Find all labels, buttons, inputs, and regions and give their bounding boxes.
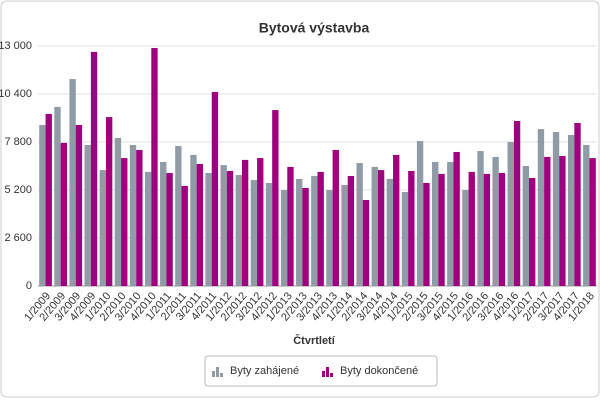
bar <box>438 173 445 286</box>
bar <box>326 190 333 286</box>
legend-item: Byty zahájené <box>212 365 299 377</box>
legend-swatch <box>220 373 223 377</box>
bar <box>311 175 318 286</box>
bar <box>492 156 499 286</box>
y-tick-label: 10 400 <box>0 88 32 100</box>
bar <box>280 190 288 286</box>
bar <box>362 199 370 286</box>
bar <box>559 156 566 286</box>
bar <box>129 144 137 286</box>
legend-swatch <box>330 373 333 377</box>
bar <box>114 137 122 286</box>
legend-label: Byty dokončené <box>340 365 418 377</box>
bar <box>393 154 400 286</box>
x-axis-title: Čtvrtletí <box>293 334 336 347</box>
bar <box>166 173 173 286</box>
bar <box>54 106 61 286</box>
bar <box>347 175 355 286</box>
legend <box>204 355 438 387</box>
bar <box>529 178 536 286</box>
bar <box>136 149 143 286</box>
bar <box>160 161 167 286</box>
bar <box>589 158 596 286</box>
legend-swatch <box>322 371 325 377</box>
bar <box>341 185 348 286</box>
bar <box>332 149 339 286</box>
y-tick-label: 0 <box>26 280 32 292</box>
bar <box>507 142 514 286</box>
bar <box>257 158 264 286</box>
bar <box>90 51 98 287</box>
bar <box>583 144 590 286</box>
bar <box>513 120 521 286</box>
bar <box>39 125 46 286</box>
bar <box>477 151 484 286</box>
bar <box>235 175 242 286</box>
bar <box>462 190 469 286</box>
bar <box>205 173 212 286</box>
bar <box>567 134 575 286</box>
bar <box>432 161 439 286</box>
bar <box>544 156 551 286</box>
y-tick-label: 13 000 <box>0 40 32 52</box>
bar <box>69 79 76 287</box>
bar <box>423 182 430 286</box>
bar <box>296 178 303 286</box>
bar <box>574 122 581 286</box>
bar <box>377 170 385 286</box>
bar <box>84 144 91 286</box>
bar <box>250 180 258 286</box>
bar <box>105 117 113 286</box>
bar <box>75 125 83 286</box>
legend-swatch <box>326 367 329 377</box>
bar <box>181 185 188 286</box>
bar <box>60 142 68 286</box>
bar <box>356 163 363 286</box>
bar <box>144 171 152 286</box>
bar <box>287 166 294 286</box>
bar <box>211 91 219 286</box>
bar <box>241 159 249 286</box>
y-tick-label: 2 600 <box>4 232 32 244</box>
bar <box>190 154 197 286</box>
bar <box>483 173 491 286</box>
bar <box>371 166 378 286</box>
bar <box>226 170 234 286</box>
bar <box>175 146 182 286</box>
bar <box>272 110 279 286</box>
bar <box>401 192 409 286</box>
legend-item: Byty dokončené <box>322 365 418 377</box>
bar <box>317 171 324 286</box>
bar <box>45 113 52 286</box>
legend-swatch <box>216 367 219 377</box>
legend-label: Byty zahájené <box>230 365 299 377</box>
y-tick-label: 7 800 <box>4 136 32 148</box>
bar <box>220 165 227 286</box>
y-tick-label: 5 200 <box>4 184 32 196</box>
bar <box>468 171 475 286</box>
bar <box>408 170 415 286</box>
bar <box>416 141 424 286</box>
bar <box>386 178 394 286</box>
bar <box>302 187 309 286</box>
bar <box>453 151 460 286</box>
bar <box>537 129 545 286</box>
bar <box>447 161 454 286</box>
bar <box>121 158 128 286</box>
bar <box>265 182 273 286</box>
bar <box>522 166 530 286</box>
bar <box>196 163 203 286</box>
bar <box>498 173 506 286</box>
chart-title: Bytová výstavba <box>259 20 370 36</box>
bar <box>552 132 560 286</box>
legend-swatch <box>212 371 215 377</box>
bar <box>151 48 158 287</box>
bar <box>99 170 106 286</box>
